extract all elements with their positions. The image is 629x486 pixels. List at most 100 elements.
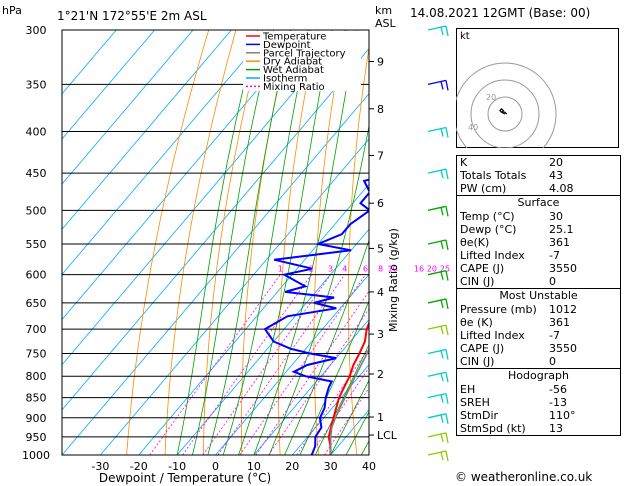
hodograph-stat-value: -13 (549, 396, 567, 409)
most-unstable-row: Pressure (mb) 1012 (457, 303, 620, 316)
x-axis-title: Dewpoint / Temperature (°C) (99, 471, 271, 485)
mixing-ratio-label: 8 (378, 265, 383, 274)
surface-value: 361 (549, 236, 570, 249)
hodograph-section-title: Hodograph (457, 368, 620, 383)
surface-value: 3550 (549, 262, 577, 275)
isotherm-line (62, 48, 369, 411)
wind-barb (427, 348, 449, 360)
wind-barb-shaft (427, 348, 447, 355)
pressure-tick-label: 550 (26, 238, 47, 251)
wind-barb-flag (440, 299, 444, 309)
legend-entry: Dry Adiabat (263, 57, 322, 68)
hodograph-stat-label: StmSpd (kt) (460, 422, 526, 435)
hodograph-ring-label-40: 40 (468, 123, 478, 132)
wind-barb-shaft (427, 79, 447, 86)
surface-row: θe(K) 361 (457, 236, 620, 249)
hodograph-ring-label-20: 20 (486, 93, 496, 102)
hodograph: kt 20 40 (456, 28, 619, 148)
most-unstable-row: CAPE (J) 3550 (457, 342, 620, 355)
most-unstable-section-title: Most Unstable (457, 288, 620, 303)
hodograph-stat-value: 110° (549, 409, 576, 422)
isotherm-line (62, 30, 194, 185)
most-unstable-label: CAPE (J) (460, 342, 505, 355)
surface-value: 0 (549, 275, 556, 288)
most-unstable-row: CIN (J) 0 (457, 355, 620, 368)
temperature-tick-label: -10 (168, 460, 186, 473)
most-unstable-value: 0 (549, 355, 556, 368)
most-unstable-value: 361 (549, 316, 570, 329)
hodograph-stat-row: StmDir 110° (457, 409, 620, 422)
most-unstable-rows: Pressure (mb) 1012 θe (K) 361 Lifted Index -7… (457, 303, 620, 368)
height-tick-label: 5 (377, 242, 384, 255)
hodograph-stat-value: 13 (549, 422, 563, 435)
pressure-tick-label: 800 (26, 370, 47, 383)
temperature-tick-label: 0 (212, 460, 219, 473)
surface-row: Dewp (°C) 25.1 (457, 223, 620, 236)
legend-entry: Wet Adiabat (263, 65, 324, 76)
wind-barb (427, 324, 449, 336)
hodograph-stat-label: SREH (460, 396, 490, 409)
wind-barb-flag (445, 324, 449, 336)
most-unstable-value: 3550 (549, 342, 577, 355)
wind-barb-shaft (427, 270, 447, 276)
mixing-ratio-axis-title: Mixing Ratio (g/kg) (387, 228, 400, 332)
wind-barb-flag (440, 207, 444, 216)
wind-barb (427, 450, 449, 462)
pressure-tick-label: 950 (26, 431, 47, 444)
parcel-trajectory-curve (329, 347, 369, 455)
wet-adiabat-line (176, 30, 259, 455)
plot-frame (61, 29, 370, 456)
wind-barb-shaft (427, 126, 447, 133)
pressure-tick-label: 700 (26, 323, 47, 336)
most-unstable-label: θe (K) (460, 316, 493, 329)
height-asl-label: ASL (375, 17, 397, 30)
wind-barb-flag (440, 169, 444, 179)
isotherm-line (100, 138, 369, 455)
surface-label: Dewp (°C) (460, 223, 517, 236)
axis-labels: 3003504004505005506006507007508008509009… (22, 24, 398, 473)
height-tick-label: 6 (377, 197, 384, 210)
hodograph-stat-row: EH -56 (457, 383, 620, 396)
pressure-tick-label: 900 (26, 412, 47, 425)
wind-barb-flag (440, 350, 444, 359)
wind-barb-flag (440, 325, 444, 335)
pressure-tick-label: 850 (26, 392, 47, 405)
wind-barb (427, 371, 449, 383)
wind-barb-shaft (427, 371, 447, 377)
temperature-tick-label: 20 (285, 460, 299, 473)
dry-adiabat-line (414, 30, 434, 455)
wind-barb-shaft (427, 413, 447, 419)
most-unstable-label: Lifted Index (460, 329, 525, 342)
wind-barb (427, 298, 449, 310)
wind-barb-flag (440, 414, 444, 423)
most-unstable-row: θe (K) 361 (457, 316, 620, 329)
wind-barb-flag (445, 80, 449, 91)
mixing-ratio-label: 2 (309, 265, 314, 274)
isotherm-line (291, 364, 369, 455)
hodograph-trace (499, 108, 508, 115)
surface-value: -7 (549, 249, 560, 262)
mixing-ratio-line (239, 274, 366, 455)
wind-barb-flag (440, 26, 444, 36)
mixing-ratio-line (310, 366, 369, 455)
surface-row: Temp (°C) 30 (457, 210, 620, 223)
index-row-pw: PW (cm) 4.08 (460, 182, 574, 195)
height-tick-label: 9 (377, 55, 384, 68)
wind-barb (427, 168, 449, 180)
copyright-notice: © weatheronline.co.uk (455, 470, 593, 484)
hodograph-stat-row: SREH -13 (457, 396, 620, 409)
surface-value: 30 (549, 210, 563, 223)
hodograph-stat-row: StmSpd (kt) 13 (457, 422, 620, 435)
temperature-tick-label: 30 (324, 460, 338, 473)
wind-barb-shaft (427, 239, 447, 245)
wind-barb-flag (440, 433, 444, 443)
mixing-ratio-line (296, 347, 369, 455)
legend-entry: Temperature (262, 32, 326, 43)
wind-barb-flag (440, 394, 444, 403)
wind-barb-flag (445, 349, 449, 360)
wind-barb (427, 392, 449, 404)
surface-row: Lifted Index -7 (457, 249, 620, 262)
hodograph-unit: kt (460, 31, 470, 42)
